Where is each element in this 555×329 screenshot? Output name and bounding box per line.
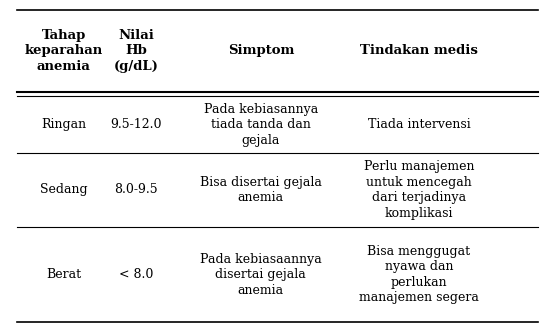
Text: Sedang: Sedang <box>40 184 88 196</box>
Text: Berat: Berat <box>46 268 82 281</box>
Text: Perlu manajemen
untuk mencegah
dari terjadinya
komplikasi: Perlu manajemen untuk mencegah dari terj… <box>364 160 475 220</box>
Text: Bisa disertai gejala
anemia: Bisa disertai gejala anemia <box>200 176 322 204</box>
Text: Bisa menggugat
nyawa dan
perlukan
manajemen segera: Bisa menggugat nyawa dan perlukan manaje… <box>359 245 479 304</box>
Text: Ringan: Ringan <box>41 118 87 131</box>
Text: 8.0-9.5: 8.0-9.5 <box>114 184 158 196</box>
Text: Simptom: Simptom <box>228 44 294 58</box>
Text: < 8.0: < 8.0 <box>119 268 153 281</box>
Text: Nilai
Hb
(g/dL): Nilai Hb (g/dL) <box>114 29 158 73</box>
Text: Pada kebiasannya
tiada tanda dan
gejala: Pada kebiasannya tiada tanda dan gejala <box>204 103 318 146</box>
Text: 9.5-12.0: 9.5-12.0 <box>110 118 162 131</box>
Text: Pada kebiasaannya
disertai gejala
anemia: Pada kebiasaannya disertai gejala anemia <box>200 253 322 297</box>
Text: Tindakan medis: Tindakan medis <box>360 44 478 58</box>
Text: Tiada intervensi: Tiada intervensi <box>367 118 471 131</box>
Text: Tahap
keparahan
anemia: Tahap keparahan anemia <box>25 29 103 73</box>
